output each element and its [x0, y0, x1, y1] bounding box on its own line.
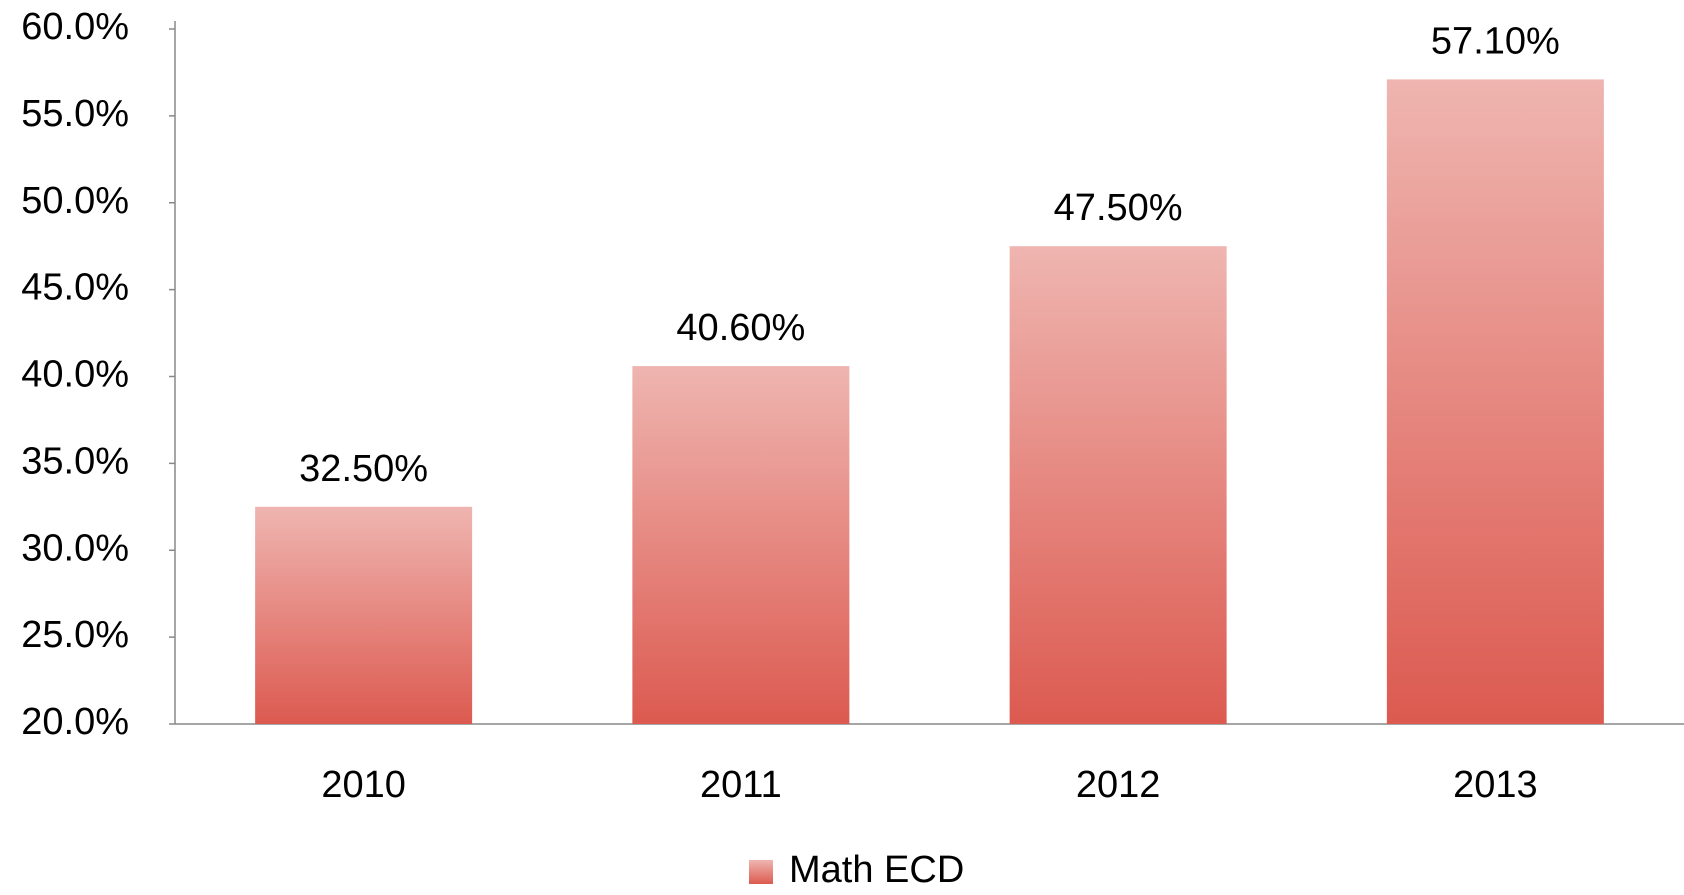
x-tick-label: 2010 [321, 764, 406, 806]
x-tick-label: 2011 [700, 764, 782, 806]
y-tick-label: 60.0% [21, 6, 129, 48]
y-tick-label: 45.0% [21, 267, 129, 309]
bar [1009, 246, 1227, 724]
legend-marker [749, 860, 773, 884]
y-tick-label: 40.0% [21, 354, 129, 396]
y-tick-label: 25.0% [21, 614, 129, 656]
x-tick-label: 2013 [1453, 764, 1538, 806]
bar [632, 366, 850, 724]
y-tick-label: 50.0% [21, 180, 129, 222]
data-label: 57.10% [1431, 20, 1560, 62]
bar [255, 506, 473, 724]
x-tick-label: 2012 [1076, 764, 1161, 806]
bar [1386, 79, 1604, 724]
data-label: 47.50% [1054, 187, 1183, 229]
data-label: 40.60% [676, 307, 805, 349]
data-label: 32.50% [299, 448, 428, 490]
y-tick-label: 35.0% [21, 440, 129, 482]
y-tick-label: 30.0% [21, 527, 129, 569]
legend-label: Math ECD [789, 849, 964, 891]
y-tick-label: 55.0% [21, 93, 129, 135]
y-tick-label: 20.0% [21, 701, 129, 743]
